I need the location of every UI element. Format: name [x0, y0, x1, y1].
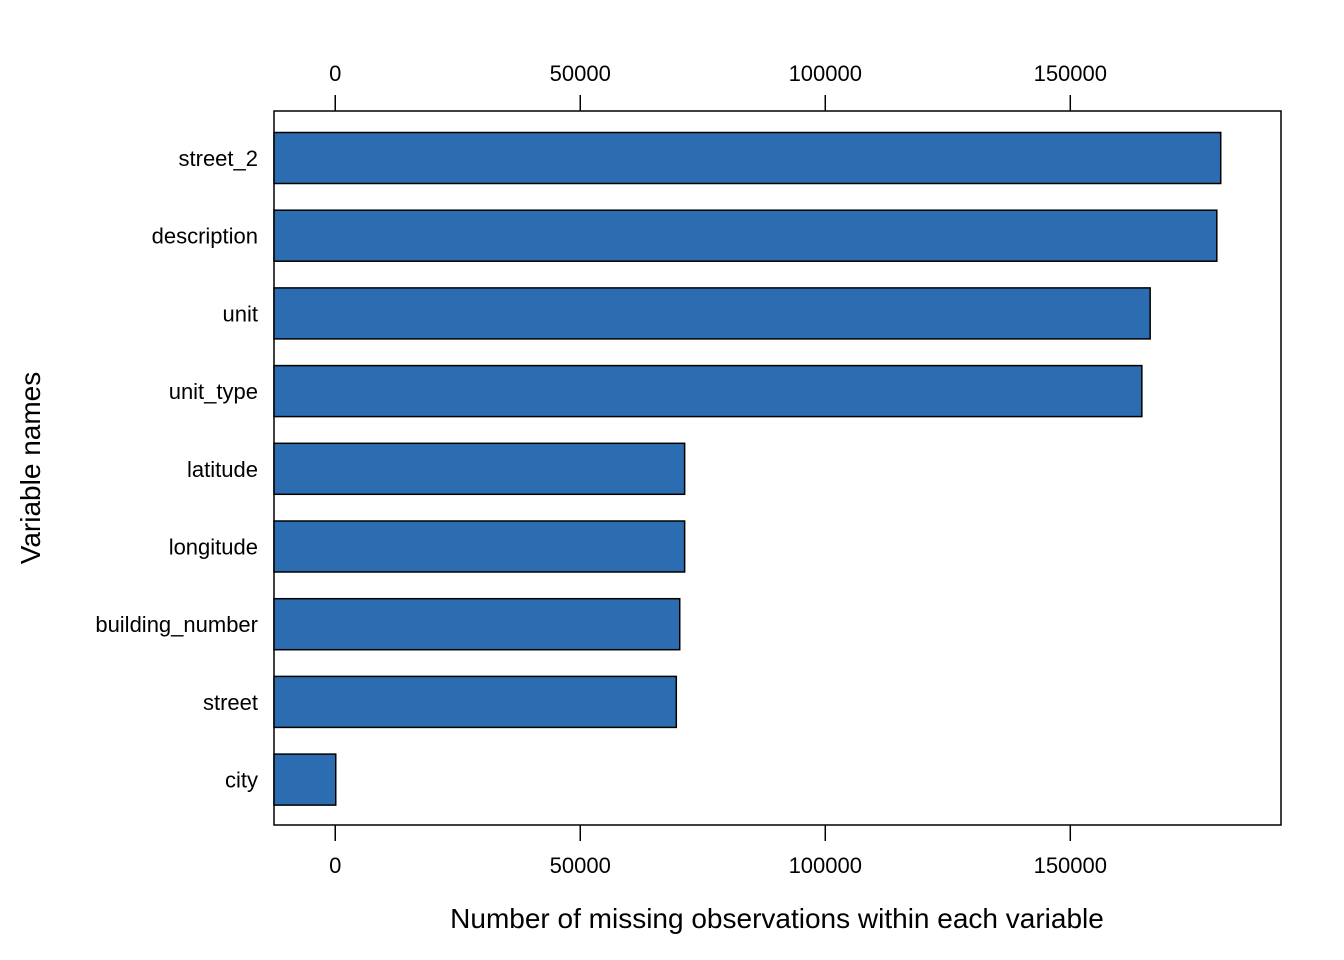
- top-tick-label: 50000: [550, 61, 611, 86]
- y-tick-label: longitude: [169, 535, 258, 560]
- y-tick-label: city: [225, 768, 258, 793]
- y-tick-label: latitude: [187, 457, 258, 482]
- x-axis-title: Number of missing observations within ea…: [450, 903, 1104, 934]
- bottom-tick-label: 150000: [1034, 853, 1107, 878]
- bar-street: [273, 675, 678, 729]
- y-tick-label: street_2: [179, 146, 259, 171]
- bar-latitude: [273, 442, 686, 496]
- bar-longitude: [273, 520, 686, 573]
- y-axis-title: Variable names: [15, 372, 46, 564]
- y-tick-label: unit: [223, 301, 258, 326]
- bar-description: [273, 209, 1218, 262]
- bar-street_2: [273, 131, 1222, 185]
- bar-unit: [273, 287, 1151, 340]
- y-tick-label: building_number: [95, 612, 258, 637]
- y-tick-label: description: [152, 224, 258, 249]
- bars-group: [273, 131, 1222, 806]
- bottom-tick-label: 100000: [789, 853, 862, 878]
- y-tick-label: street: [203, 690, 258, 715]
- bar-unit_type: [273, 364, 1143, 418]
- top-x-axis: 0 50000 100000 150000: [329, 61, 1107, 111]
- bar-building_number: [273, 597, 681, 651]
- bar-city: [273, 753, 337, 806]
- y-tick-labels: street_2 description unit unit_type latitude…: [95, 146, 258, 793]
- y-tick-label: unit_type: [169, 379, 258, 404]
- top-tick-label: 0: [329, 61, 341, 86]
- bottom-tick-label: 0: [329, 853, 341, 878]
- top-tick-label: 100000: [789, 61, 862, 86]
- bottom-tick-label: 50000: [550, 853, 611, 878]
- top-tick-label: 150000: [1034, 61, 1107, 86]
- bottom-x-axis: 0 50000 100000 150000: [329, 825, 1107, 878]
